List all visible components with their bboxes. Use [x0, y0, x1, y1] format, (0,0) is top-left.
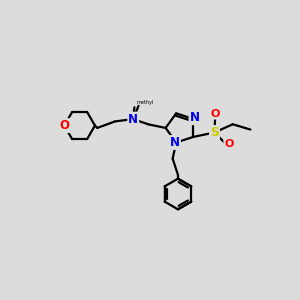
- Text: O: O: [224, 139, 234, 149]
- Text: N: N: [190, 111, 200, 124]
- Text: N: N: [128, 112, 138, 126]
- Text: methyl: methyl: [136, 100, 153, 105]
- Text: O: O: [210, 109, 220, 119]
- Text: N: N: [170, 136, 180, 149]
- Text: S: S: [210, 126, 219, 139]
- Text: O: O: [59, 119, 69, 132]
